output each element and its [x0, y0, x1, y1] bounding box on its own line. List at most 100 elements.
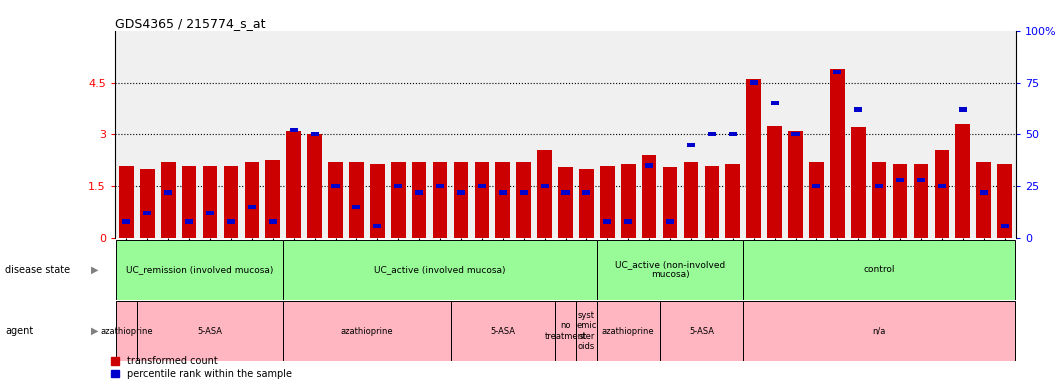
Bar [478, 184, 486, 188]
Text: syst
emic
ster
oids: syst emic ster oids [577, 311, 597, 351]
Bar [1000, 223, 1009, 228]
Bar [896, 178, 904, 182]
Bar [450, 301, 555, 361]
Bar [744, 301, 1015, 361]
Bar [684, 162, 698, 238]
Text: azathioprine: azathioprine [340, 327, 394, 336]
Text: agent: agent [5, 326, 34, 336]
Bar [433, 162, 447, 238]
Bar [597, 301, 660, 361]
Bar [809, 162, 824, 238]
Bar [642, 155, 656, 238]
Bar [456, 190, 465, 195]
Bar [704, 166, 719, 238]
Bar [283, 240, 597, 300]
Bar [519, 190, 528, 195]
Bar [914, 164, 928, 238]
Bar [663, 167, 678, 238]
Bar [352, 205, 361, 209]
Bar [579, 169, 594, 238]
Bar [555, 301, 576, 361]
Bar [934, 150, 949, 238]
Bar [206, 211, 214, 215]
Text: n/a: n/a [872, 327, 886, 336]
Bar [164, 190, 172, 195]
Bar [537, 150, 552, 238]
Bar [453, 162, 468, 238]
Bar [708, 132, 716, 136]
Bar [496, 162, 510, 238]
Bar [395, 184, 402, 188]
Bar [140, 169, 154, 238]
Bar [660, 301, 744, 361]
Bar [645, 164, 653, 167]
Bar [917, 178, 925, 182]
Bar [726, 164, 741, 238]
Bar [600, 166, 615, 238]
Text: azathioprine: azathioprine [602, 327, 654, 336]
Bar [955, 124, 970, 238]
Bar [203, 166, 217, 238]
Bar [746, 79, 761, 238]
Bar [854, 108, 862, 112]
Bar [875, 184, 883, 188]
Bar [245, 162, 260, 238]
Bar [307, 134, 322, 238]
Bar [248, 205, 256, 209]
Legend: transformed count, percentile rank within the sample: transformed count, percentile rank withi… [112, 356, 292, 379]
Bar [137, 301, 283, 361]
Text: GDS4365 / 215774_s_at: GDS4365 / 215774_s_at [115, 17, 265, 30]
Bar [265, 161, 280, 238]
Text: disease state: disease state [5, 265, 70, 275]
Bar [851, 127, 866, 238]
Bar [122, 219, 131, 223]
Bar [286, 131, 301, 238]
Bar [311, 132, 318, 136]
Bar [227, 219, 235, 223]
Bar [767, 126, 782, 238]
Bar [937, 184, 946, 188]
Bar [559, 167, 572, 238]
Bar [289, 128, 298, 132]
Bar [144, 211, 151, 215]
Bar [562, 190, 569, 195]
Bar [625, 219, 632, 223]
Bar [687, 143, 695, 147]
Bar [436, 184, 444, 188]
Bar [977, 162, 991, 238]
Bar [582, 190, 591, 195]
Bar [833, 70, 842, 74]
Bar [729, 132, 736, 136]
Bar [412, 162, 427, 238]
Bar [182, 166, 197, 238]
Bar [621, 164, 635, 238]
Bar [744, 240, 1015, 300]
Bar [415, 190, 423, 195]
Text: 5-ASA: 5-ASA [688, 327, 714, 336]
Bar [770, 101, 779, 105]
Bar [116, 240, 283, 300]
Bar [475, 162, 489, 238]
Bar [370, 164, 385, 238]
Bar [516, 162, 531, 238]
Bar [185, 219, 194, 223]
Bar [788, 131, 803, 238]
Bar [603, 219, 612, 223]
Text: UC_remission (involved mucosa): UC_remission (involved mucosa) [126, 265, 273, 274]
Bar [666, 219, 675, 223]
Bar [871, 162, 886, 238]
Bar [328, 162, 343, 238]
Bar [223, 166, 238, 238]
Text: 5-ASA: 5-ASA [198, 327, 222, 336]
Text: no
treatment: no treatment [545, 321, 586, 341]
Bar [119, 166, 134, 238]
Bar [269, 219, 277, 223]
Bar [541, 184, 549, 188]
Bar [373, 223, 381, 228]
Bar [390, 162, 405, 238]
Text: 5-ASA: 5-ASA [491, 327, 515, 336]
Bar [349, 162, 364, 238]
Bar [597, 240, 744, 300]
Bar [959, 108, 967, 112]
Bar [750, 81, 758, 84]
